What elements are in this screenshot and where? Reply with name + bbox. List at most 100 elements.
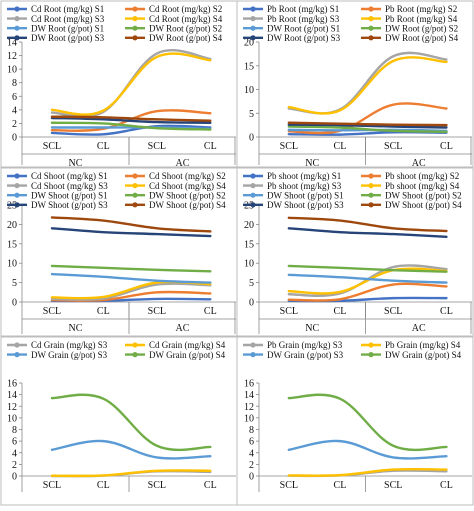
series-line-4 bbox=[50, 52, 212, 116]
y-tick-label: 8 bbox=[12, 425, 17, 436]
y-tick-label: 0 bbox=[249, 472, 254, 483]
legend-item-2: Pb shoot (mg/kg) S2 bbox=[361, 171, 459, 181]
legend-label: DW Root (g/pot) S3 bbox=[31, 33, 105, 43]
series-line-3 bbox=[50, 439, 212, 460]
legend-item-6: DW Root (g/pot) S2 bbox=[361, 23, 458, 33]
series-line-4 bbox=[50, 393, 212, 452]
x-tick-label: CL bbox=[97, 480, 110, 491]
legend-label: Cd Root (mg/kg) S3 bbox=[31, 14, 105, 24]
legend-item-7: DW Shoot (g/pot) S3 bbox=[7, 200, 108, 210]
legend-label: Cd Root (mg/kg) S4 bbox=[149, 14, 223, 24]
legend-label: Pb shoot (mg/kg) S3 bbox=[267, 181, 342, 191]
legend-item-3: DW Grain (g/pot) S3 bbox=[243, 350, 344, 360]
y-tick-label: 14 bbox=[7, 38, 17, 49]
y-tick-label: 12 bbox=[7, 402, 17, 413]
legend-swatch-marker bbox=[14, 192, 20, 198]
panel-frame bbox=[0, 167, 238, 337]
series-line-7 bbox=[50, 227, 212, 238]
legend-label: Pb Root (mg/kg) S3 bbox=[267, 14, 340, 24]
legend-label: DW Grain (g/pot) S3 bbox=[267, 350, 344, 360]
x-tick-label: CL bbox=[440, 306, 453, 317]
y-tick-label: 15 bbox=[244, 61, 254, 72]
legend-swatch-marker bbox=[368, 342, 374, 348]
legend-swatch-marker bbox=[250, 183, 256, 189]
series-line-2 bbox=[50, 469, 212, 478]
group-label-ac: AC bbox=[176, 323, 190, 334]
legend-swatch-marker bbox=[132, 6, 138, 12]
legend-item-1: Pb shoot (mg/kg) S1 bbox=[243, 171, 341, 181]
legend-item-8: DW Shoot (g/pot) S4 bbox=[125, 200, 226, 210]
legend-swatch-marker bbox=[14, 25, 20, 31]
legend-swatch-marker bbox=[14, 352, 20, 358]
y-tick-label: 4 bbox=[249, 448, 254, 459]
legend-label: Pb shoot (mg/kg) S2 bbox=[385, 171, 459, 181]
legend-swatch-marker bbox=[368, 6, 374, 12]
legend-item-6: DW Shoot (g/pot) S2 bbox=[125, 190, 226, 200]
group-label-ac: AC bbox=[176, 158, 190, 169]
legend-label: DW Grain (g/pot) S4 bbox=[149, 350, 226, 360]
x-tick-label: SCL bbox=[148, 141, 166, 152]
legend-label: DW Grain (g/pot) S3 bbox=[31, 350, 108, 360]
legend-label: Pb Root (mg/kg) S4 bbox=[385, 14, 458, 24]
legend-label: DW Shoot (g/pot) S3 bbox=[31, 200, 108, 210]
series-line-8 bbox=[287, 121, 448, 127]
legend-label: Cd Shoot (mg/kg) S4 bbox=[149, 181, 226, 191]
y-tick-label: 16 bbox=[244, 379, 254, 390]
legend-swatch-marker bbox=[250, 202, 256, 208]
legend-item-2: Pb Grain (mg/kg) S4 bbox=[361, 340, 461, 350]
legend-swatch-marker bbox=[132, 35, 138, 41]
legend-label: Cd Shoot (mg/kg) S1 bbox=[31, 171, 108, 181]
series-line-4 bbox=[287, 393, 448, 452]
legend-item-1: Pb Grain (mg/kg) S3 bbox=[243, 340, 343, 350]
legend-label: Cd Grain (mg/kg) S3 bbox=[31, 340, 108, 350]
legend-item-4: Cd Root (mg/kg) S4 bbox=[125, 14, 223, 24]
y-tick-label: 6 bbox=[249, 437, 254, 448]
legend-label: Cd Shoot (mg/kg) S2 bbox=[149, 171, 226, 181]
x-tick-label: CL bbox=[204, 480, 217, 491]
series-line-8 bbox=[50, 216, 212, 233]
legend-item-8: DW Root (g/pot) S4 bbox=[361, 33, 459, 43]
legend-swatch-marker bbox=[250, 352, 256, 358]
group-label-ac: AC bbox=[412, 158, 426, 169]
legend-label: DW Root (g/pot) S1 bbox=[31, 23, 104, 33]
y-tick-label: 0 bbox=[249, 298, 254, 309]
panel-frame bbox=[236, 336, 474, 506]
y-tick-label: 2 bbox=[12, 460, 17, 471]
panel-frame bbox=[236, 167, 474, 337]
legend-swatch-marker bbox=[250, 16, 256, 22]
y-tick-label: 16 bbox=[7, 379, 17, 390]
legend-item-4: DW Grain (g/pot) S4 bbox=[361, 350, 462, 360]
y-tick-label: 10 bbox=[7, 65, 17, 76]
legend-swatch-marker bbox=[368, 202, 374, 208]
y-tick-label: 0 bbox=[249, 133, 254, 144]
legend-swatch-marker bbox=[368, 183, 374, 189]
series-line-6 bbox=[50, 121, 212, 131]
y-tick-label: 2 bbox=[12, 119, 17, 130]
legend-item-3: Pb shoot (mg/kg) S3 bbox=[243, 181, 342, 191]
legend-label: Pb Root (mg/kg) S2 bbox=[385, 4, 457, 14]
legend-swatch-marker bbox=[368, 16, 374, 22]
legend-item-2: Pb Root (mg/kg) S2 bbox=[361, 4, 457, 14]
x-tick-label: SCL bbox=[148, 480, 166, 491]
chart-panel-2: 0 5 10 15 20 SCL CL SCL CL NC AC Pb Root (mg/kg) S1… bbox=[236, 0, 474, 169]
y-tick-label: 15 bbox=[7, 239, 17, 250]
legend-swatch-marker bbox=[368, 192, 374, 198]
legend-item-1: Cd Shoot (mg/kg) S1 bbox=[7, 171, 108, 181]
legend-swatch-marker bbox=[14, 342, 20, 348]
y-tick-label: 5 bbox=[12, 278, 17, 289]
x-tick-label: SCL bbox=[280, 141, 298, 152]
group-label-nc: NC bbox=[69, 158, 83, 169]
x-tick-label: SCL bbox=[280, 306, 298, 317]
y-tick-label: 10 bbox=[7, 413, 17, 424]
y-tick-label: 10 bbox=[7, 259, 17, 270]
legend-item-7: DW Shoot (g/pot) S3 bbox=[243, 200, 344, 210]
legend-label: DW Root (g/pot) S4 bbox=[149, 33, 223, 43]
y-tick-label: 12 bbox=[244, 402, 254, 413]
legend-label: Cd Shoot (mg/kg) S3 bbox=[31, 181, 108, 191]
group-label-ac: AC bbox=[412, 323, 426, 334]
y-tick-label: 12 bbox=[7, 51, 17, 62]
panel-frame bbox=[0, 336, 238, 506]
legend-swatch-marker bbox=[132, 192, 138, 198]
legend-item-4: DW Grain (g/pot) S4 bbox=[125, 350, 226, 360]
